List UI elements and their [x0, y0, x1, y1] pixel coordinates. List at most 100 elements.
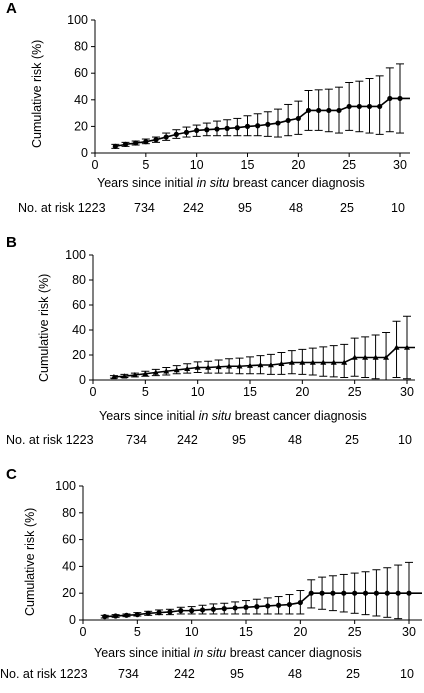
- data-point: [224, 125, 230, 131]
- x-tick-label: 25: [348, 625, 362, 639]
- y-tick-label: 20: [62, 586, 76, 600]
- panel-letter-b: B: [6, 234, 17, 251]
- data-point: [178, 608, 184, 614]
- data-point: [173, 131, 179, 137]
- data-point: [299, 359, 306, 365]
- y-tick-label: 100: [55, 479, 76, 493]
- data-point: [131, 372, 138, 378]
- data-point: [288, 359, 295, 365]
- y-tick-label: 0: [69, 613, 76, 627]
- chart-panel-c: C 0 20 40 60 80 100 0 5 10 15 20 25 30 Cumulative ri…: [0, 466, 424, 693]
- data-point: [184, 365, 191, 371]
- data-point: [134, 612, 140, 618]
- data-point: [356, 103, 362, 110]
- data-point: [395, 590, 401, 596]
- risk-value: 734: [118, 667, 139, 681]
- data-point: [384, 590, 390, 596]
- y-tick-label: 0: [81, 146, 88, 160]
- data-point: [326, 107, 332, 114]
- data-point: [387, 95, 393, 102]
- data-point: [406, 590, 412, 596]
- x-tick-label: 30: [402, 625, 416, 639]
- chart-panel-b: B 0 20 40 60 80 100 0 5 10 15 20 25 30 Cumulative ri…: [0, 234, 424, 461]
- data-point: [112, 143, 118, 149]
- chart-a-xlabel: Years since initial in situ breast cance…: [97, 176, 365, 190]
- data-point: [341, 590, 347, 596]
- data-point: [309, 359, 316, 365]
- data-point: [330, 359, 337, 365]
- data-point: [194, 127, 200, 133]
- data-point: [254, 604, 260, 610]
- data-point: [244, 123, 251, 129]
- x-tick-label: 15: [239, 625, 253, 639]
- risk-value: 48: [288, 667, 302, 681]
- data-point: [393, 344, 400, 350]
- data-point: [362, 354, 369, 360]
- data-point: [143, 139, 149, 145]
- data-point: [163, 368, 170, 374]
- chart-b-svg: 0 20 40 60 80 100 0 5 10 15 20 25 30: [65, 248, 415, 399]
- data-point: [366, 103, 373, 110]
- data-point: [320, 359, 327, 365]
- x-tick-label: 15: [243, 385, 257, 399]
- y-tick-label: 0: [79, 373, 86, 387]
- chart-b-ylabel: Cumulative risk (%): [37, 273, 51, 382]
- chart-panel-a: A 0 20 40 60 80 100 0 5 10 15 20 25 30 Cumulative ri…: [0, 0, 424, 227]
- xlabel-prefix: Years since initial: [99, 409, 199, 423]
- data-point: [221, 606, 227, 612]
- y-tick-label: 80: [62, 506, 76, 520]
- data-point: [156, 610, 162, 616]
- risk-value: 25: [346, 667, 360, 681]
- data-point: [122, 141, 129, 147]
- y-tick-label: 100: [65, 248, 86, 262]
- risk-value: 25: [340, 201, 354, 215]
- data-point: [152, 369, 159, 375]
- x-tick-label: 10: [185, 625, 199, 639]
- data-point: [383, 354, 390, 360]
- x-tick-label: 10: [190, 158, 204, 172]
- data-point: [373, 590, 379, 596]
- data-point: [336, 107, 342, 114]
- x-tick-label: 5: [142, 385, 149, 399]
- data-point: [286, 601, 293, 608]
- risk-value: 242: [177, 433, 198, 447]
- xlabel-emphasis: in situ: [198, 409, 232, 423]
- data-point: [199, 607, 206, 613]
- data-point: [133, 140, 139, 146]
- chart-a-ylabel: Cumulative risk (%): [30, 39, 44, 148]
- chart-a-svg: 0 20 40 60 80 100 0 5 10 15 20 25 30: [67, 13, 410, 172]
- risk-value: 95: [232, 433, 246, 447]
- data-point: [341, 359, 348, 365]
- data-point: [330, 590, 336, 596]
- risk-value: 10: [398, 433, 412, 447]
- x-tick-label: 0: [80, 625, 87, 639]
- risk-value: 242: [183, 201, 204, 215]
- y-tick-label: 20: [72, 348, 86, 362]
- data-point: [226, 363, 233, 369]
- risk-value: 242: [174, 667, 195, 681]
- x-tick-label: 30: [400, 385, 414, 399]
- series-line: [115, 97, 410, 148]
- y-tick-label: 40: [62, 559, 76, 573]
- data-point: [316, 107, 322, 114]
- x-tick-label: 10: [191, 385, 205, 399]
- series-line: [113, 346, 415, 378]
- chart-b-xlabel: Years since initial in situ breast cance…: [99, 409, 367, 423]
- data-point: [276, 602, 282, 608]
- data-point: [204, 127, 210, 133]
- risk-label: No. at risk 1223: [0, 667, 88, 681]
- data-point: [243, 604, 249, 610]
- risk-value: 95: [238, 201, 252, 215]
- data-point: [377, 103, 383, 110]
- y-tick-label: 80: [74, 40, 88, 54]
- data-point: [163, 134, 169, 140]
- data-point: [183, 129, 190, 135]
- data-point: [234, 125, 240, 131]
- data-point: [121, 373, 128, 379]
- risk-value: 95: [230, 667, 244, 681]
- data-point: [110, 373, 117, 380]
- risk-table-c: No. at risk 1223 734 242 95 48 25 10: [0, 667, 424, 683]
- xlabel-emphasis: in situ: [196, 176, 230, 190]
- chart-c-xlabel: Years since initial in situ breast cance…: [94, 646, 362, 660]
- risk-table-b: No. at risk 1223 734 242 95 48 25 10: [0, 433, 424, 449]
